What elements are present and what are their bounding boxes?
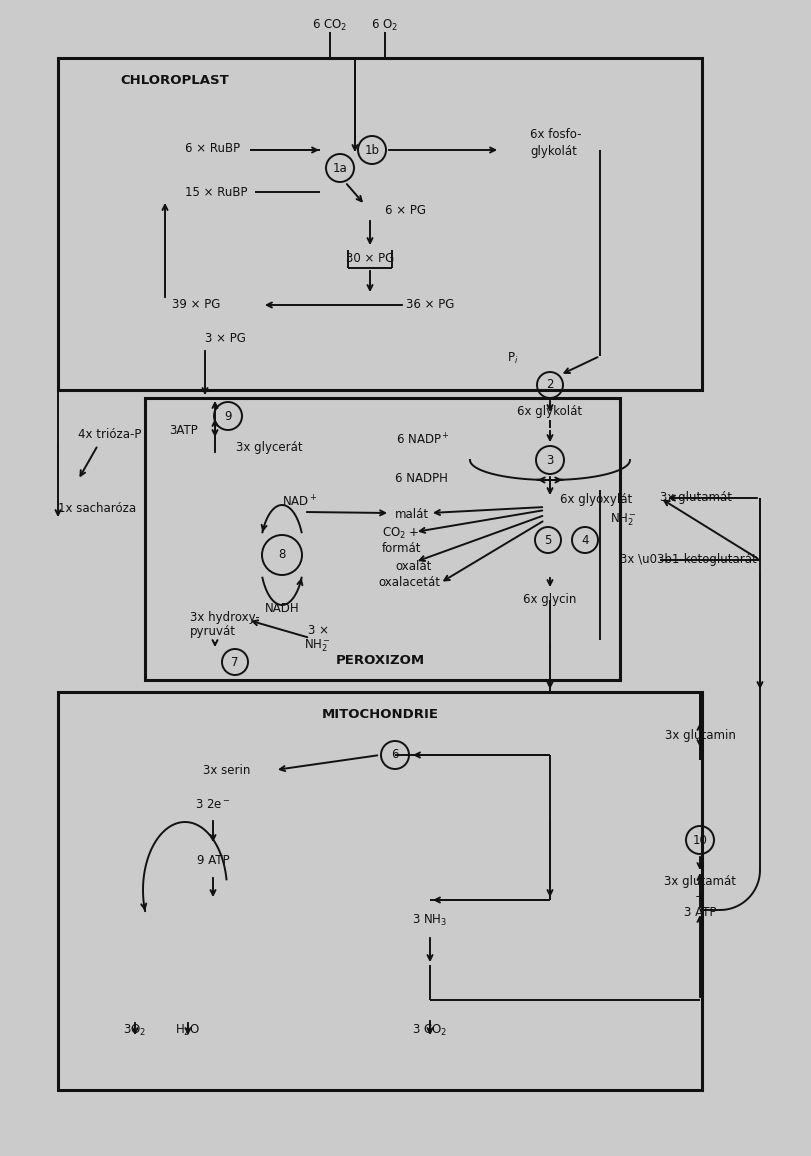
Text: 1b: 1b <box>364 143 380 156</box>
Text: 9 ATP: 9 ATP <box>197 853 230 867</box>
Text: 6x glycin: 6x glycin <box>523 593 577 607</box>
Text: 9: 9 <box>225 409 232 422</box>
Text: H$_2$O: H$_2$O <box>175 1022 200 1038</box>
Text: 1x sacharóza: 1x sacharóza <box>58 502 136 514</box>
Text: 6 × PG: 6 × PG <box>385 203 426 216</box>
Text: 6x fosfo-: 6x fosfo- <box>530 128 581 141</box>
Text: CHLOROPLAST: CHLOROPLAST <box>120 74 229 87</box>
Text: 3x glutamin: 3x glutamin <box>664 728 736 741</box>
Text: 3 NH$_3$: 3 NH$_3$ <box>413 912 448 927</box>
Text: 6: 6 <box>391 748 399 762</box>
Text: 6 NADPH: 6 NADPH <box>395 472 448 484</box>
Text: 3ATP: 3ATP <box>169 423 198 437</box>
Text: 3x \u03b1-ketoglutarát: 3x \u03b1-ketoglutarát <box>620 554 757 566</box>
Text: 39 × PG: 39 × PG <box>172 298 220 311</box>
Text: 3x glycerát: 3x glycerát <box>236 440 303 453</box>
Text: +: + <box>695 890 705 904</box>
Text: 3x hydroxy-: 3x hydroxy- <box>190 610 260 623</box>
Text: 4: 4 <box>581 534 589 547</box>
Text: CO$_2$ +: CO$_2$ + <box>382 526 419 541</box>
Text: oxalacetát: oxalacetát <box>378 577 440 590</box>
Text: 15 × RuBP: 15 × RuBP <box>185 185 247 199</box>
Text: 7: 7 <box>231 655 238 668</box>
Text: formát: formát <box>382 542 422 556</box>
Text: 3 ATP: 3 ATP <box>684 905 716 919</box>
Bar <box>58 692 702 1090</box>
Text: 6 × RuBP: 6 × RuBP <box>185 141 240 155</box>
Text: 6x glykolát: 6x glykolát <box>517 406 582 418</box>
Text: PEROXIZOM: PEROXIZOM <box>336 653 425 667</box>
Text: 30 × PG: 30 × PG <box>345 252 394 265</box>
Text: 6x glyoxylát: 6x glyoxylát <box>560 494 633 506</box>
Text: 3 CO$_2$: 3 CO$_2$ <box>412 1022 448 1038</box>
Text: 6 NADP$^+$: 6 NADP$^+$ <box>396 432 450 447</box>
Text: 36 × PG: 36 × PG <box>406 298 454 311</box>
Text: NH$_2^-$: NH$_2^-$ <box>304 638 332 654</box>
Text: 10: 10 <box>693 833 707 846</box>
Text: malát: malát <box>395 509 429 521</box>
Text: 6 O$_2$: 6 O$_2$ <box>371 17 398 32</box>
Text: 6 CO$_2$: 6 CO$_2$ <box>312 17 348 32</box>
Text: oxalát: oxalát <box>395 560 431 572</box>
Text: 3O$_2$: 3O$_2$ <box>123 1022 147 1038</box>
Text: 3x glutamát: 3x glutamát <box>660 491 732 504</box>
Text: 3 2e$^-$: 3 2e$^-$ <box>195 799 231 812</box>
Text: NAD$^+$: NAD$^+$ <box>282 495 318 510</box>
Text: glykolát: glykolát <box>530 146 577 158</box>
Text: 3x serin: 3x serin <box>203 763 250 777</box>
Text: 3x glutamát: 3x glutamát <box>664 875 736 889</box>
Text: 3: 3 <box>547 453 554 467</box>
Text: 2: 2 <box>547 378 554 392</box>
Text: 1a: 1a <box>333 162 347 175</box>
Text: NADH: NADH <box>264 601 299 615</box>
Text: NH$_2^-$: NH$_2^-$ <box>610 512 637 528</box>
Text: 8: 8 <box>278 548 285 562</box>
Text: pyruvát: pyruvát <box>190 625 236 638</box>
Text: 4x trióza-P: 4x trióza-P <box>78 429 141 442</box>
Text: MITOCHONDRIE: MITOCHONDRIE <box>321 707 439 720</box>
Text: 3 ×: 3 × <box>307 623 328 637</box>
Bar <box>58 58 702 390</box>
Bar <box>145 398 620 680</box>
Text: 3 × PG: 3 × PG <box>205 332 246 344</box>
Text: P$_i$: P$_i$ <box>507 350 518 365</box>
Text: 5: 5 <box>544 534 551 547</box>
